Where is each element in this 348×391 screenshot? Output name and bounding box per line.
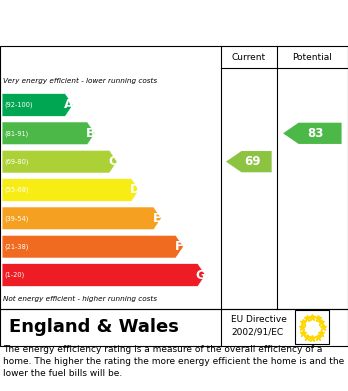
Text: England & Wales: England & Wales — [9, 318, 179, 337]
Text: (81-91): (81-91) — [5, 130, 29, 136]
Polygon shape — [2, 207, 161, 230]
Polygon shape — [2, 179, 139, 201]
Text: The energy efficiency rating is a measure of the overall efficiency of a home. T: The energy efficiency rating is a measur… — [3, 345, 345, 378]
Text: 83: 83 — [308, 127, 324, 140]
Text: (69-80): (69-80) — [5, 158, 29, 165]
Text: (55-68): (55-68) — [5, 187, 30, 193]
Polygon shape — [2, 93, 73, 116]
Polygon shape — [226, 151, 272, 172]
Text: G: G — [196, 269, 206, 282]
Text: EU Directive
2002/91/EC: EU Directive 2002/91/EC — [231, 315, 287, 336]
Polygon shape — [2, 264, 206, 286]
Text: Current: Current — [232, 53, 266, 62]
Text: B: B — [86, 127, 95, 140]
Polygon shape — [2, 150, 117, 173]
Polygon shape — [2, 122, 95, 145]
Text: 69: 69 — [244, 155, 261, 168]
Polygon shape — [2, 235, 183, 258]
Text: F: F — [175, 240, 183, 253]
Text: Very energy efficient - lower running costs: Very energy efficient - lower running co… — [3, 78, 157, 84]
Text: Not energy efficient - higher running costs: Not energy efficient - higher running co… — [3, 296, 157, 302]
Text: A: A — [64, 99, 73, 111]
Text: E: E — [152, 212, 161, 225]
Polygon shape — [283, 123, 342, 144]
Bar — [295, 310, 329, 344]
Text: (39-54): (39-54) — [5, 215, 29, 222]
Text: Energy Efficiency Rating: Energy Efficiency Rating — [9, 16, 229, 32]
Text: (1-20): (1-20) — [5, 272, 25, 278]
Text: (92-100): (92-100) — [5, 102, 33, 108]
Text: C: C — [108, 155, 117, 168]
Text: D: D — [129, 183, 140, 197]
Text: (21-38): (21-38) — [5, 244, 29, 250]
Text: Potential: Potential — [292, 53, 332, 62]
